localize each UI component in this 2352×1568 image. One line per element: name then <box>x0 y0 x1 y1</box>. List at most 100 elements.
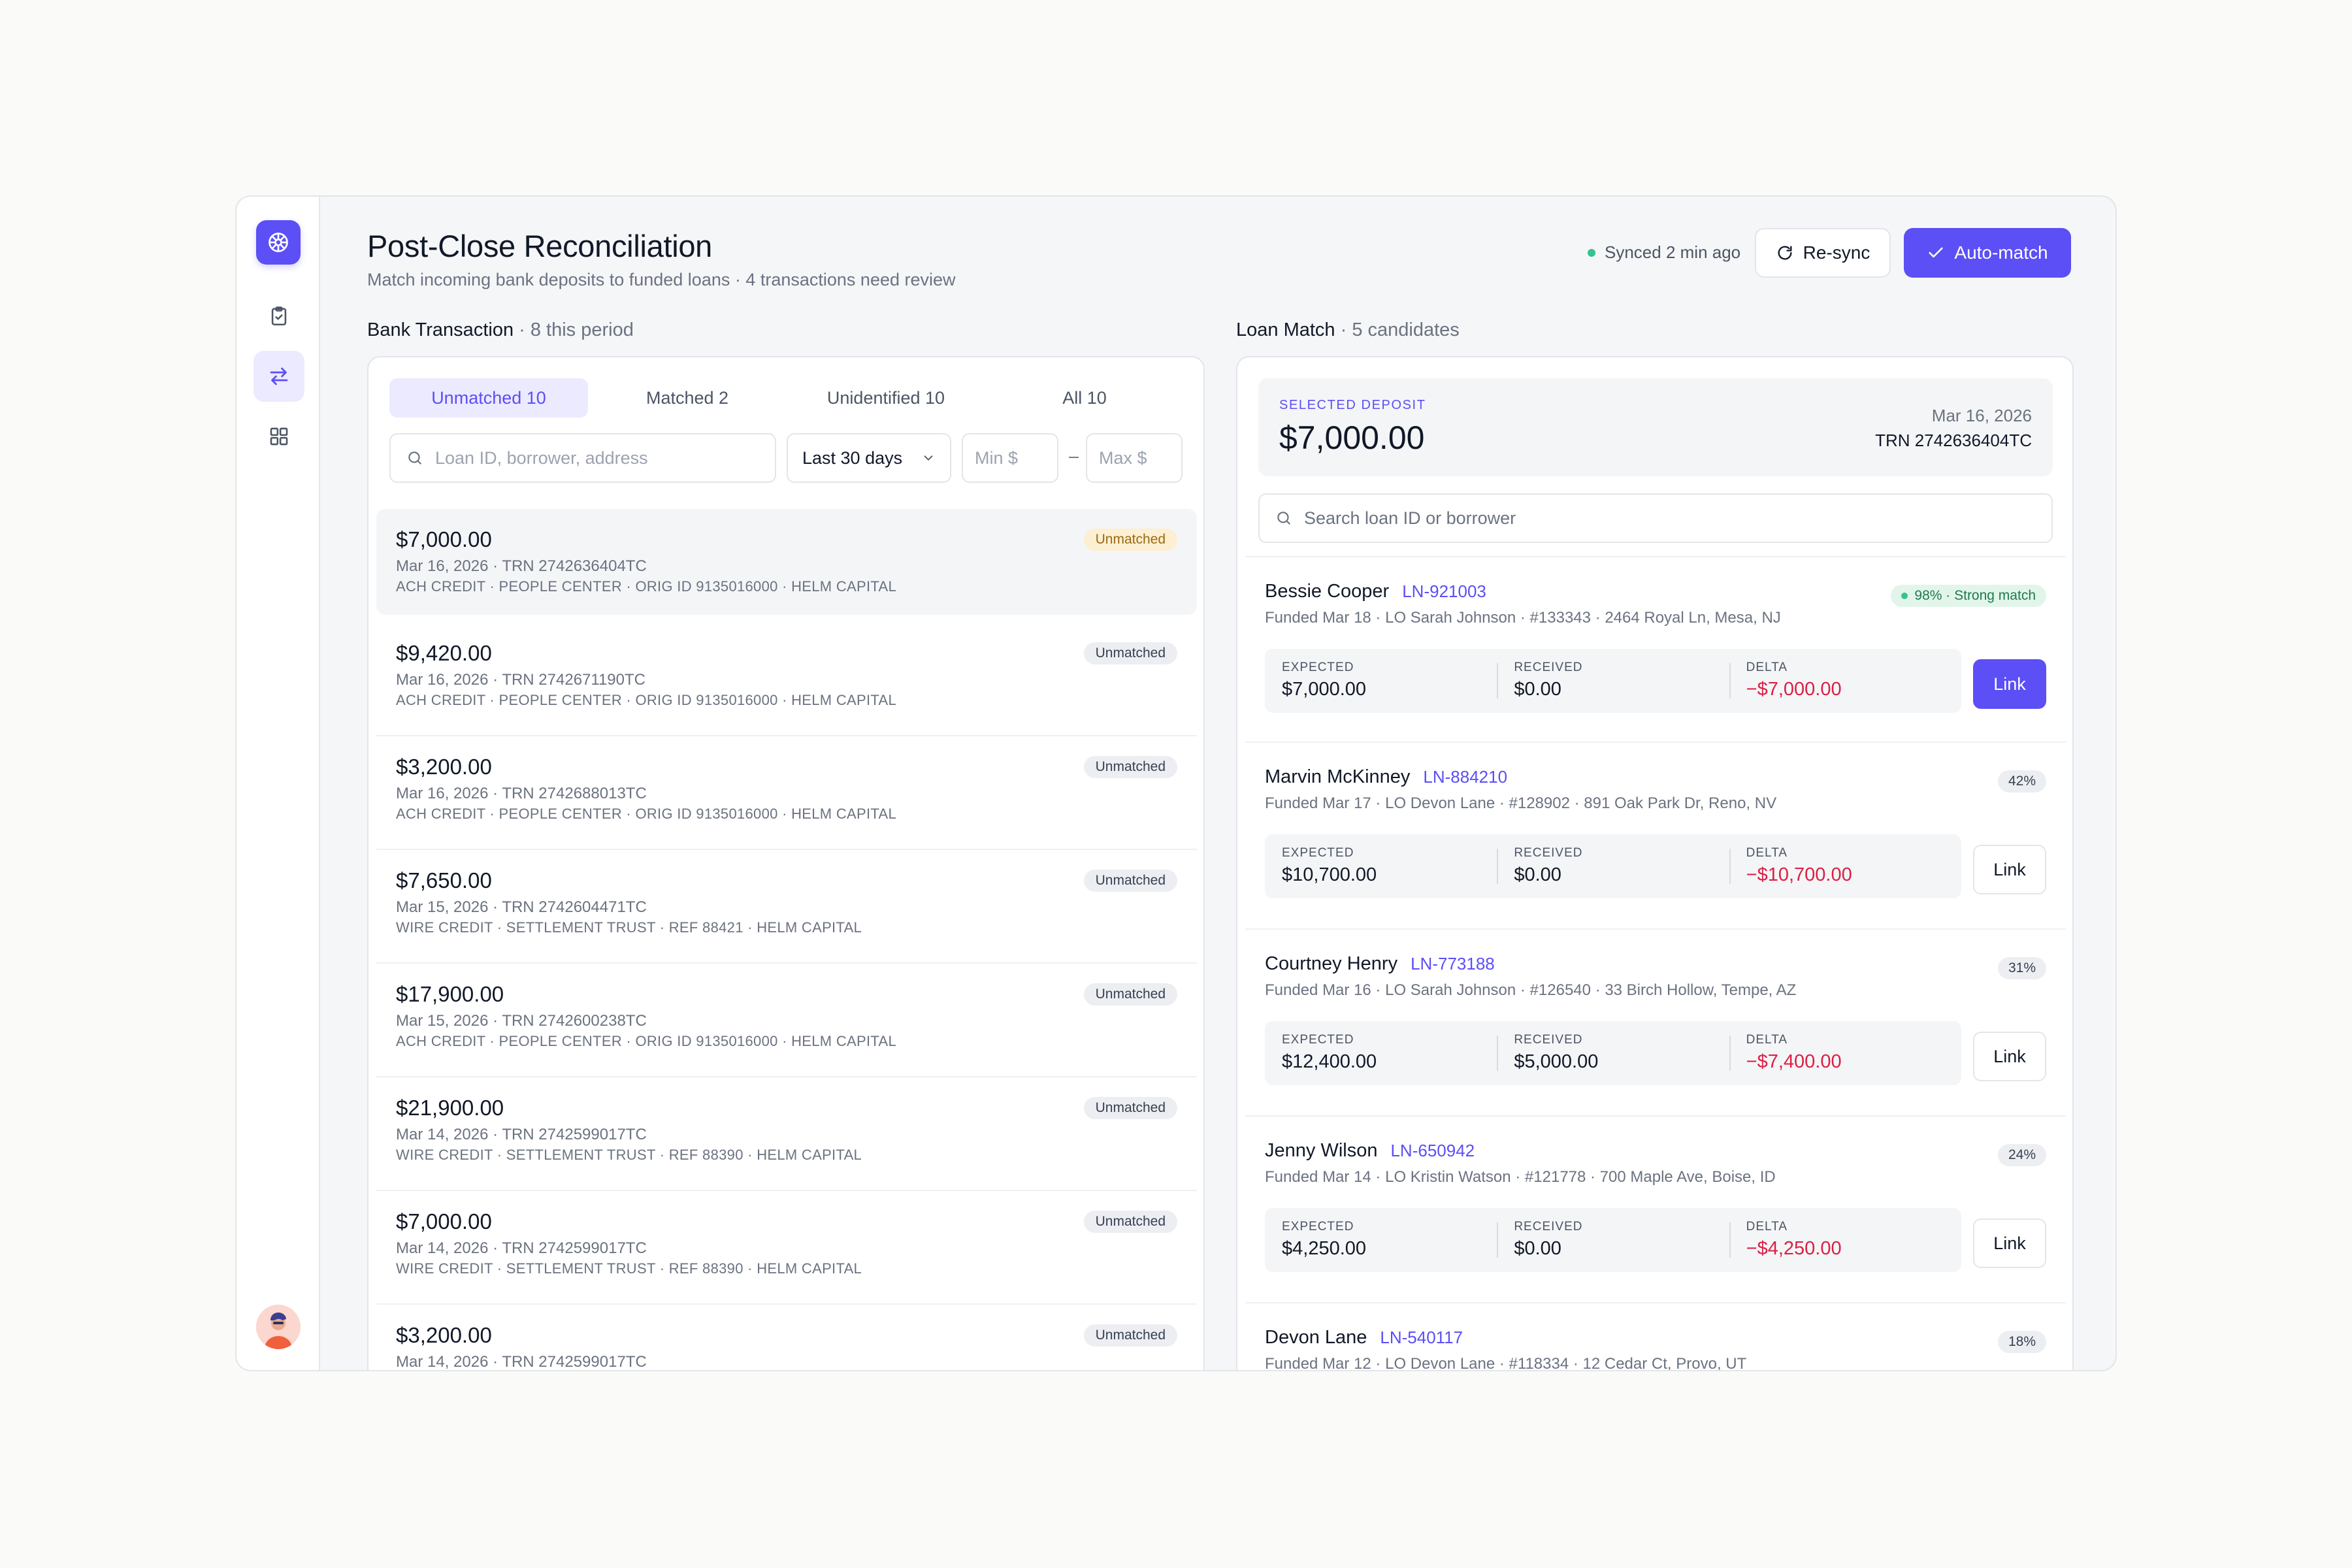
transaction-amount: $21,900.00 <box>396 1096 504 1120</box>
transaction-amount: $3,200.00 <box>396 755 492 779</box>
transaction-row[interactable]: $7,650.00 Mar 15, 2026 · TRN 2742604471T… <box>376 850 1197 964</box>
sync-status-text: Synced 2 min ago <box>1605 242 1741 262</box>
transaction-row[interactable]: $3,200.00 Mar 14, 2026 · TRN 2742599017T… <box>376 1305 1197 1371</box>
chevron-down-icon <box>924 455 933 461</box>
transaction-row[interactable]: $17,900.00 Mar 15, 2026 · TRN 2742600238… <box>376 964 1197 1077</box>
loan-search-input[interactable]: Search loan ID or borrower <box>1258 493 2053 543</box>
link-button[interactable]: Link <box>1973 1032 2046 1081</box>
date-range-value: Last 30 days <box>802 448 903 468</box>
candidate-row: Courtney Henry LN-773188 Funded Mar 16 ·… <box>1245 930 2066 1117</box>
transaction-meta: Mar 16, 2026 · TRN 2742671190TC <box>396 671 645 689</box>
received-value: $0.00 <box>1514 864 1561 885</box>
delta-label: DELTA <box>1746 1033 1788 1047</box>
delta-value: −$4,250.00 <box>1746 1238 1842 1259</box>
delta-value: −$10,700.00 <box>1746 864 1852 885</box>
loan-id-link[interactable]: LN-773188 <box>1411 954 1495 973</box>
search-icon <box>1277 512 1290 525</box>
transaction-amount: $7,000.00 <box>396 1209 492 1233</box>
sidebar <box>237 197 320 1370</box>
amount-summary: EXPECTED $12,400.00 RECEIVED $5,000.00 D… <box>1265 1021 1961 1085</box>
transaction-row[interactable]: $3,200.00 Mar 16, 2026 · TRN 2742688013T… <box>376 736 1197 850</box>
transaction-row[interactable]: $9,420.00 Mar 16, 2026 · TRN 2742671190T… <box>376 623 1197 736</box>
transaction-list: $7,000.00 Mar 16, 2026 · TRN 2742636404T… <box>376 509 1197 1371</box>
amount-summary: EXPECTED $10,700.00 RECEIVED $0.00 DELTA… <box>1265 834 1961 898</box>
transaction-meta: Mar 16, 2026 · TRN 2742688013TC <box>396 785 647 802</box>
transaction-amount: $7,000.00 <box>396 527 492 551</box>
avatar[interactable] <box>256 1305 301 1349</box>
expected-label: EXPECTED <box>1282 1033 1354 1047</box>
refresh-icon <box>1778 246 1792 260</box>
status-badge: Unmatched <box>1083 529 1177 551</box>
loan-id-link[interactable]: LN-884210 <box>1423 767 1508 787</box>
nav-item-dashboard[interactable] <box>253 411 304 462</box>
transaction-amount: $3,200.00 <box>396 1323 492 1347</box>
link-button[interactable]: Link <box>1973 1218 2046 1268</box>
transaction-description: WIRE CREDIT · SETTLEMENT TRUST · REF 884… <box>396 919 862 936</box>
loan-meta: Funded Mar 12 · LO Devon Lane · #118334 … <box>1265 1355 1747 1371</box>
transaction-amount: $7,650.00 <box>396 868 492 892</box>
max-amount-input[interactable]: Max $ <box>1086 433 1183 483</box>
link-button[interactable]: Link <box>1973 659 2046 709</box>
page-subtitle: Match incoming bank deposits to funded l… <box>367 270 956 289</box>
resync-button-label: Re-sync <box>1803 242 1870 263</box>
loan-id-link[interactable]: LN-921003 <box>1402 581 1486 601</box>
transaction-search-placeholder: Loan ID, borrower, address <box>435 448 648 468</box>
transaction-meta: Mar 14, 2026 · TRN 2742599017TC <box>396 1353 647 1371</box>
min-amount-input[interactable]: Min $ <box>962 433 1058 483</box>
match-score-badge: 24% <box>1997 1144 2046 1166</box>
transaction-row[interactable]: $7,000.00 Mar 16, 2026 · TRN 2742636404T… <box>376 509 1197 615</box>
app-logo-icon[interactable] <box>256 220 301 265</box>
loan-meta: Funded Mar 18 · LO Sarah Johnson · #1333… <box>1265 609 1781 627</box>
min-amount-placeholder: Min $ <box>975 448 1019 468</box>
status-badge: Unmatched <box>1083 1211 1177 1233</box>
match-score-badge: 42% <box>1997 770 2046 792</box>
expected-label: EXPECTED <box>1282 1220 1354 1233</box>
received-label: RECEIVED <box>1514 661 1583 674</box>
match-score-badge: 18% <box>1997 1331 2046 1353</box>
nav-item-tasks[interactable] <box>253 291 304 342</box>
clipboard-check-icon <box>271 306 287 326</box>
status-badge: Unmatched <box>1083 870 1177 892</box>
max-amount-placeholder: Max $ <box>1099 448 1147 468</box>
tab-all[interactable]: All 10 <box>1062 387 1107 408</box>
loan-id-link[interactable]: LN-540117 <box>1380 1328 1463 1347</box>
transfer-arrows-icon <box>270 367 288 385</box>
app-window: Post-Close Reconciliation Match incoming… <box>235 195 2117 1371</box>
loan-search-placeholder: Search loan ID or borrower <box>1304 508 1516 528</box>
transaction-tabs: Unmatched 10 Matched 2 Unidentified 10 A… <box>389 378 1184 417</box>
link-button[interactable]: Link <box>1973 845 2046 894</box>
candidate-row: Devon Lane LN-540117 Funded Mar 12 · LO … <box>1245 1303 2066 1371</box>
page-title: Post-Close Reconciliation <box>367 229 713 263</box>
transaction-amount: $17,900.00 <box>396 982 504 1006</box>
delta-label: DELTA <box>1746 846 1788 860</box>
transaction-row[interactable]: $21,900.00 Mar 14, 2026 · TRN 2742599017… <box>376 1077 1197 1191</box>
expected-value: $10,700.00 <box>1282 864 1377 885</box>
resync-button[interactable]: Re-sync <box>1755 228 1891 278</box>
nav-item-reconciliation[interactable] <box>253 351 304 402</box>
borrower-name: Courtney Henry <box>1265 953 1398 974</box>
tab-matched[interactable]: Matched 2 <box>645 387 729 408</box>
received-label: RECEIVED <box>1514 1033 1583 1047</box>
expected-label: EXPECTED <box>1282 661 1354 674</box>
selected-deposit-card: SELECTED DEPOSIT $7,000.00 Mar 16, 2026 … <box>1258 378 2053 476</box>
transaction-meta: Mar 15, 2026 · TRN 2742604471TC <box>396 898 647 916</box>
delta-label: DELTA <box>1746 661 1788 674</box>
match-score-badge: 31% <box>1997 957 2046 979</box>
automatch-button[interactable]: Auto-match <box>1904 228 2071 278</box>
transaction-search-input[interactable]: Loan ID, borrower, address <box>389 433 776 483</box>
candidate-row: Jenny Wilson LN-650942 Funded Mar 14 · L… <box>1245 1117 2066 1303</box>
received-value: $5,000.00 <box>1514 1051 1599 1072</box>
tab-unidentified[interactable]: Unidentified 10 <box>826 387 945 408</box>
main-content: Post-Close Reconciliation Match incoming… <box>320 197 2115 1370</box>
transaction-description: ACH CREDIT · PEOPLE CENTER · ORIG ID 913… <box>396 578 897 595</box>
bank-transaction-count: · 8 this period <box>519 319 634 340</box>
date-range-select[interactable]: Last 30 days <box>787 433 951 483</box>
received-label: RECEIVED <box>1514 846 1583 860</box>
transaction-row[interactable]: $7,000.00 Mar 14, 2026 · TRN 2742599017T… <box>376 1191 1197 1305</box>
borrower-name: Bessie Cooper <box>1265 581 1390 602</box>
loan-id-link[interactable]: LN-650942 <box>1390 1141 1475 1160</box>
tab-unmatched[interactable]: Unmatched 10 <box>389 378 588 417</box>
status-dot-icon <box>1901 593 1908 599</box>
selected-deposit-amount: $7,000.00 <box>1279 419 1425 456</box>
bank-transactions-panel: Unmatched 10 Matched 2 Unidentified 10 A… <box>367 356 1205 1371</box>
